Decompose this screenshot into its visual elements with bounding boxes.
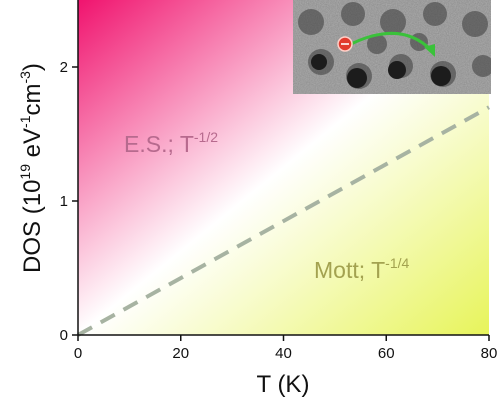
mott-region-label: Mott; T-1/4	[314, 255, 409, 283]
y-tick-label: 0	[60, 327, 68, 344]
x-tick-label: 20	[172, 345, 189, 362]
hopping-arrow	[350, 31, 433, 52]
x-tick-label: 40	[275, 345, 292, 362]
y-tick-group: 0 1 2	[60, 59, 78, 344]
y-axis-title: DOS (1019 eV-1cm-3)	[17, 63, 46, 273]
y-tick-label: 1	[60, 193, 68, 210]
x-axis-title: T (K)	[257, 371, 310, 398]
es-region-label: E.S.; T-1/2	[124, 129, 218, 157]
crossover-dashed-line	[77, 105, 490, 337]
x-tick-group: 0 20 40 60 80	[74, 335, 498, 362]
arrow-head	[424, 44, 435, 57]
x-tick-label: 60	[378, 345, 395, 362]
x-tick-label: 0	[74, 345, 82, 362]
inset-micrograph	[293, 0, 491, 94]
x-tick-label: 80	[481, 345, 498, 362]
y-tick-label: 2	[60, 59, 68, 76]
